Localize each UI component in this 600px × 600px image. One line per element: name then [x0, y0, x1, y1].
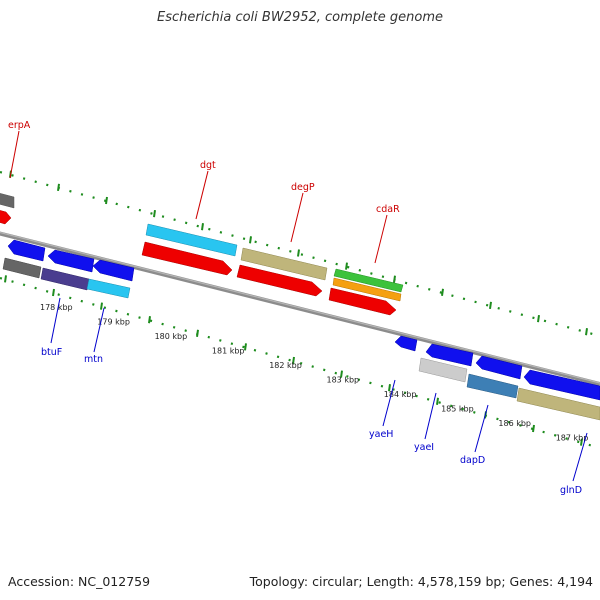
inner-major-tick: [340, 370, 343, 378]
inner-major-tick: [388, 384, 391, 392]
leader-glnD: [572, 432, 588, 482]
outer-major-tick: [201, 223, 204, 231]
gene-arrow-mtn[interactable]: [86, 278, 131, 299]
leader-dgt: [195, 170, 209, 220]
gene-arrow-dgt[interactable]: [145, 223, 238, 257]
inner-major-tick: [292, 356, 295, 365]
scale-labels: 178 kbp 179 kbp 180 kbp 181 kbp 182 kbp 183 k…: [40, 303, 588, 443]
label-leaders: [9, 130, 588, 482]
genome-backbone-highlight: [0, 231, 600, 384]
leader-erpA: [9, 130, 20, 179]
outer-major-tick: [537, 314, 540, 323]
outer-major-tick: [393, 275, 396, 283]
scale-label-178: 178 kbp: [40, 303, 73, 312]
leader-dapD: [474, 404, 489, 453]
inner-major-tick: [244, 343, 247, 351]
scale-label-179: 179 kbp: [97, 318, 130, 327]
outer-major-tick: [153, 209, 156, 218]
scale-label-185: 185 kbp: [441, 405, 474, 414]
map-title: Escherichia coli BW2952, complete genome: [157, 10, 443, 25]
gene-label-degP[interactable]: degP: [291, 182, 315, 193]
gene-arrow-yaeH[interactable]: [394, 335, 418, 352]
outer-major-tick: [441, 288, 444, 296]
scale-label-186: 186 kbp: [498, 419, 531, 428]
gene-arrow-reverse-2[interactable]: [47, 249, 95, 273]
scale-label-187: 187 kbp: [556, 434, 589, 443]
inner-major-tick: [580, 438, 583, 446]
gene-arrow-reverse-6[interactable]: [523, 369, 600, 401]
outer-major-tick: [585, 328, 588, 336]
forward-strand-track: [0, 192, 404, 316]
gene-arrow-erpA-region-gray[interactable]: [0, 192, 15, 209]
inner-major-tick: [4, 275, 7, 283]
reverse-strand-track: [2, 239, 600, 421]
inner-major-tick: [436, 397, 439, 405]
gene-label-dapD[interactable]: dapD: [460, 455, 485, 466]
leader-btuF: [50, 297, 61, 344]
inner-major-tick: [148, 316, 151, 324]
gene-label-yaeH[interactable]: yaeH: [369, 429, 393, 440]
topology-summary: Topology: circular; Length: 4,578,159 bp…: [249, 574, 593, 589]
gene-arrow-cdaR-orange[interactable]: [332, 277, 402, 302]
gene-arrow-dapD[interactable]: [466, 373, 519, 399]
gene-label-yaeI[interactable]: yaeI: [414, 442, 434, 453]
leader-yaeH: [382, 379, 396, 427]
gene-arrow-reverse-3[interactable]: [92, 259, 135, 282]
gene-label-dgt[interactable]: dgt: [200, 160, 216, 171]
inner-major-tick: [100, 302, 103, 310]
scale-label-181: 181 kbp: [212, 347, 245, 356]
gene-arrow-degP-lower[interactable]: [236, 264, 323, 297]
major-ticks: [4, 170, 588, 446]
gene-arrow-btuF[interactable]: [40, 267, 90, 291]
outer-major-tick: [345, 262, 348, 270]
gene-label-mtn[interactable]: mtn: [84, 354, 103, 365]
scale-label-180: 180 kbp: [155, 332, 188, 341]
leader-degP: [290, 192, 304, 243]
genome-backbone: [0, 231, 600, 386]
inner-major-tick: [196, 329, 199, 337]
leader-mtn: [93, 307, 105, 353]
outer-major-tick: [57, 183, 60, 192]
outer-major-tick: [105, 196, 108, 205]
gene-arrow-btuF-gray[interactable]: [2, 257, 42, 279]
outer-tick-ring: [0, 170, 600, 338]
gene-arrow-reverse-5[interactable]: [475, 355, 523, 380]
accession-text: Accession: NC_012759: [8, 574, 151, 589]
leader-cdaR: [374, 214, 388, 264]
gene-arrow-erpA[interactable]: [0, 209, 12, 225]
leader-yaeI: [424, 392, 437, 440]
gene-arrow-dgt-lower[interactable]: [141, 241, 233, 276]
gene-arrow-degP[interactable]: [240, 247, 328, 281]
inner-major-tick: [52, 288, 55, 297]
gene-label-btuF[interactable]: btuF: [41, 347, 62, 358]
scale-label-182: 182 kbp: [269, 361, 302, 370]
outer-major-tick: [489, 301, 492, 310]
inner-major-tick: [532, 424, 535, 433]
gene-arrow-yaeI[interactable]: [418, 357, 468, 383]
gene-label-erpA[interactable]: erpA: [8, 120, 31, 131]
gene-arrow-cdaR-lower[interactable]: [328, 287, 397, 316]
gene-label-cdaR[interactable]: cdaR: [376, 204, 400, 215]
scale-label-184: 184 kbp: [384, 390, 417, 399]
outer-major-tick: [297, 249, 300, 257]
gene-arrow-cdaR[interactable]: [333, 268, 404, 293]
gene-labels: erpA dgt degP cdaR btuF mtn yaeH yaeI da…: [8, 120, 582, 496]
gene-label-glnD[interactable]: glnD: [560, 485, 582, 496]
gene-arrow-reverse-1[interactable]: [7, 239, 46, 262]
gene-arrow-glnD[interactable]: [516, 387, 600, 421]
outer-major-tick: [249, 236, 252, 244]
gene-arrow-reverse-4[interactable]: [425, 343, 474, 367]
scale-label-183: 183 kbp: [327, 376, 360, 385]
